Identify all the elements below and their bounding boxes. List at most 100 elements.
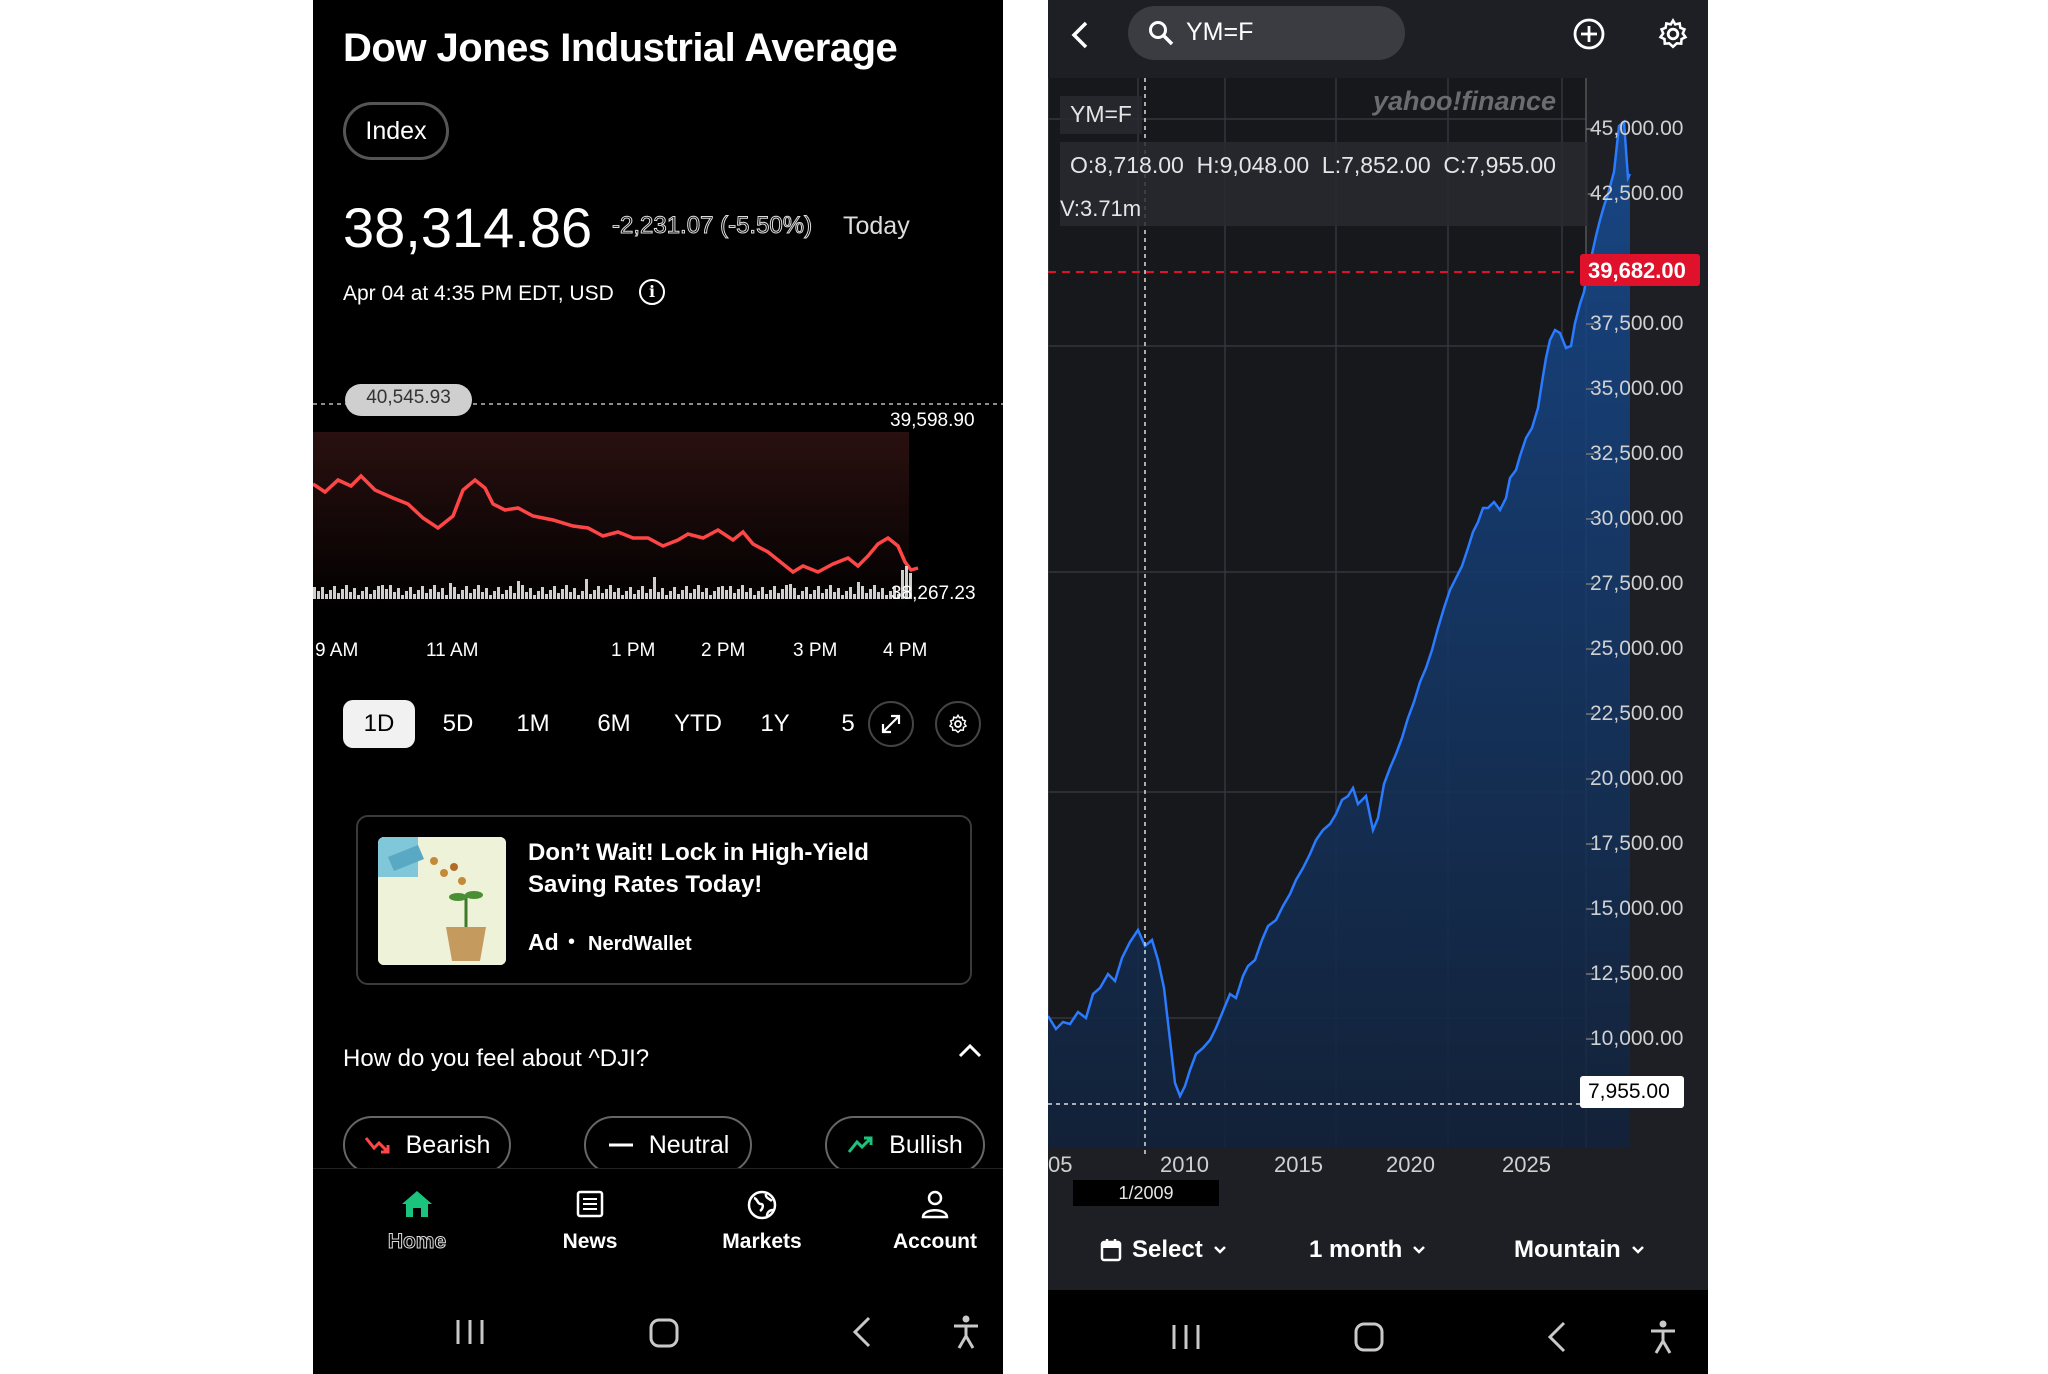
volume-bar <box>621 595 624 599</box>
range-tab-1m[interactable]: 1M <box>516 710 550 737</box>
volume-bar <box>569 592 572 599</box>
volume-bar <box>713 591 716 599</box>
volume-bar <box>317 591 320 599</box>
recent-apps-icon[interactable] <box>1170 1322 1202 1352</box>
volume-bar <box>769 590 772 599</box>
crosshair-price-label: 7,955.00 <box>1588 1080 1670 1103</box>
volume-bar <box>481 592 484 599</box>
crosshair-price-tag <box>1580 1076 1684 1108</box>
volume-bar <box>589 594 592 599</box>
symbol-search-field[interactable] <box>1128 6 1405 60</box>
search-icon <box>1149 21 1174 46</box>
volume-bar <box>349 592 352 599</box>
volume-bar <box>705 588 708 599</box>
volume-bar <box>477 585 480 599</box>
range-tab-5y[interactable]: 5 <box>841 710 855 737</box>
info-icon[interactable]: i <box>639 279 665 305</box>
volume-bar <box>377 586 380 599</box>
bearish-button[interactable]: Bearish <box>343 1116 511 1174</box>
volume-bar <box>877 592 880 599</box>
back-arrow-icon[interactable] <box>1070 20 1090 50</box>
back-system-icon[interactable] <box>851 1315 873 1349</box>
y-axis-label: 25,000.00 <box>1590 637 1684 660</box>
y-axis-label: 27,500.00 <box>1590 572 1684 595</box>
y-axis-label: 37,500.00 <box>1590 312 1684 335</box>
yahoo-finance-watermark: yahoo!finance <box>1373 86 1557 116</box>
volume-bar <box>857 582 860 599</box>
y-axis-label: 12,500.00 <box>1590 962 1684 985</box>
ad-card[interactable]: Don’t Wait! Lock in High-Yield Saving Ra… <box>356 815 972 985</box>
date-select-label: Select <box>1132 1236 1203 1263</box>
chart-settings-button[interactable] <box>935 701 981 747</box>
symbol-search-value[interactable]: YM=F <box>1186 18 1254 46</box>
volume-bar <box>425 593 428 599</box>
volume-bar <box>429 589 432 599</box>
y-axis-label: 17,500.00 <box>1590 832 1684 855</box>
x-axis-label: 05 <box>1048 1152 1073 1177</box>
nav-news[interactable]: News <box>520 1189 660 1254</box>
chart-controls-bar <box>1048 1210 1708 1300</box>
x-axis-label: 2010 <box>1160 1152 1209 1177</box>
home-system-icon[interactable] <box>1353 1321 1385 1353</box>
home-system-icon[interactable] <box>648 1317 680 1349</box>
volume-bar <box>741 585 744 599</box>
volume-bar <box>833 592 836 599</box>
date-select-button[interactable]: Select <box>1100 1236 1227 1264</box>
long-term-chart[interactable] <box>1048 78 1708 1158</box>
volume-bar <box>573 588 576 599</box>
range-tab-6m[interactable]: 6M <box>597 710 631 737</box>
volume-bar <box>801 591 804 599</box>
nav-account[interactable]: Account <box>865 1189 1003 1254</box>
range-tab-1y[interactable]: 1Y <box>760 710 790 737</box>
gear-icon[interactable] <box>1656 17 1690 51</box>
volume-bar <box>417 590 420 599</box>
neutral-label: Neutral <box>648 1130 730 1159</box>
volume-bar <box>649 589 652 599</box>
recent-apps-icon[interactable] <box>454 1317 486 1347</box>
volume-bar <box>897 594 900 599</box>
volume-bar <box>865 593 868 599</box>
volume-bar <box>357 595 360 599</box>
volume-bar <box>557 593 560 599</box>
volume-bar <box>653 577 656 599</box>
y-axis-label: 32,500.00 <box>1590 442 1684 465</box>
x-axis-label: 3 PM <box>793 640 838 661</box>
volume-bar <box>501 594 504 599</box>
bullish-button[interactable]: Bullish <box>825 1116 985 1174</box>
chart-type-select-button[interactable]: Mountain <box>1514 1236 1645 1264</box>
y-axis-label: 30,000.00 <box>1590 507 1684 530</box>
volume-bar <box>605 589 608 599</box>
volume-bar <box>453 587 456 599</box>
x-axis-label: 2015 <box>1274 1152 1323 1177</box>
volume-bar <box>757 591 760 599</box>
volume-bar <box>673 587 676 599</box>
volume-bar <box>381 585 384 599</box>
nav-home[interactable]: Home <box>347 1189 487 1254</box>
x-axis-label: 2025 <box>1502 1152 1551 1177</box>
volume-bar <box>397 588 400 599</box>
page-title: Dow Jones Industrial Average <box>343 26 898 70</box>
volume-bar <box>329 590 332 599</box>
chevron-up-icon[interactable] <box>956 1040 984 1060</box>
intraday-price-line <box>313 473 919 575</box>
volume-bar <box>489 595 492 599</box>
expand-chart-button[interactable] <box>868 701 914 747</box>
interval-select-button[interactable]: 1 month <box>1309 1236 1426 1264</box>
volume-bar <box>549 590 552 599</box>
current-price: 38,314.86 <box>343 196 593 259</box>
neutral-button[interactable]: Neutral <box>584 1116 752 1174</box>
back-system-icon[interactable] <box>1546 1320 1568 1354</box>
expand-icon <box>881 714 901 734</box>
volume-bar <box>853 594 856 599</box>
range-tab-5d[interactable]: 5D <box>442 710 474 737</box>
range-tab-ytd[interactable]: YTD <box>674 710 722 737</box>
ohlc-panel <box>1060 142 1588 226</box>
volume-bar <box>701 592 704 599</box>
nav-markets[interactable]: Markets <box>692 1189 832 1254</box>
range-tab-1d[interactable]: 1D <box>343 700 415 748</box>
accessibility-icon[interactable] <box>951 1314 981 1350</box>
index-type-chip[interactable]: Index <box>343 102 449 160</box>
intraday-chart[interactable] <box>313 380 1003 640</box>
add-circle-icon[interactable] <box>1572 17 1606 51</box>
accessibility-icon[interactable] <box>1648 1319 1678 1355</box>
